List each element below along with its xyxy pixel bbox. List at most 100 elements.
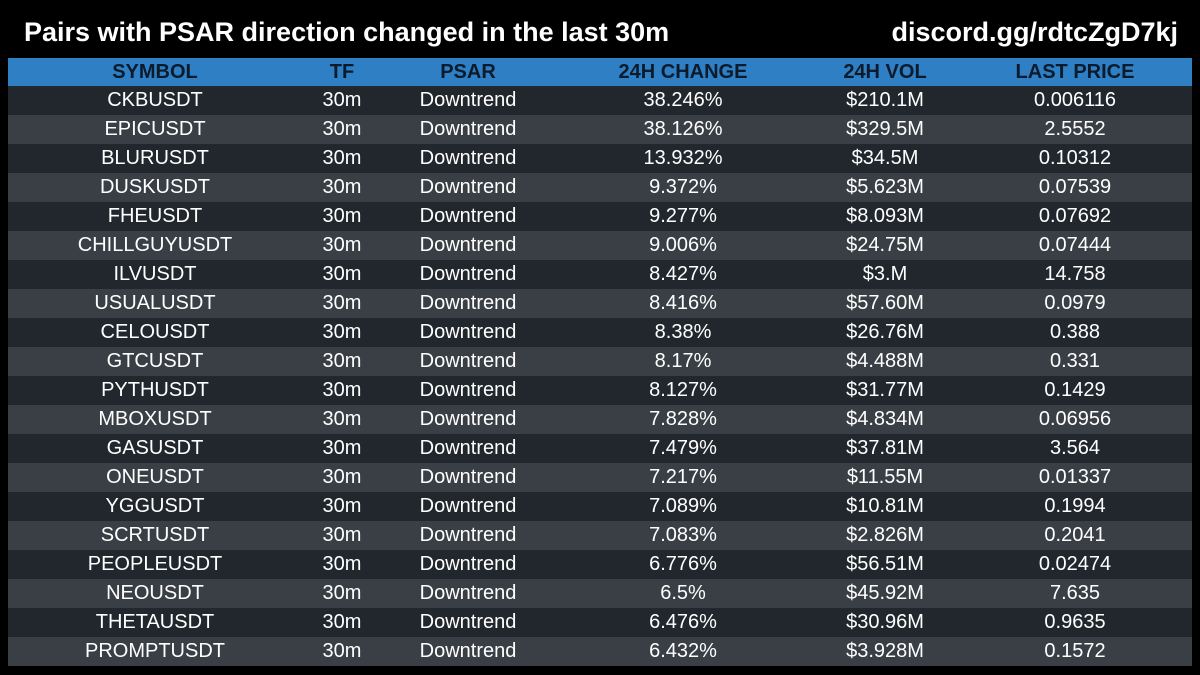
table-row: DUSKUSDT 30m Downtrend 9.372% $5.623M 0.07539	[8, 173, 1192, 202]
psar-cell: Downtrend	[419, 147, 517, 169]
price-cell: 0.9635	[1044, 611, 1106, 633]
symbol-cell: GASUSDT	[106, 437, 204, 459]
tf-cell: 30m	[322, 437, 362, 459]
change-cell: 8.127%	[649, 379, 717, 401]
change-cell: 8.17%	[654, 350, 712, 372]
change-cell: 7.083%	[649, 524, 717, 546]
page-header: Pairs with PSAR direction changed in the…	[0, 0, 1200, 58]
psar-cell: Downtrend	[419, 553, 517, 575]
table-row: ONEUSDT 30m Downtrend 7.217% $11.55M 0.01337	[8, 463, 1192, 492]
volume-cell: $24.75M	[846, 234, 924, 256]
table-row: CKBUSDT 30m Downtrend 38.246% $210.1M 0.00611…	[8, 86, 1192, 115]
price-cell: 0.01337	[1038, 466, 1112, 488]
table-row: EPICUSDT 30m Downtrend 38.126% $329.5M 2.5552	[8, 115, 1192, 144]
column-header-psar: PSAR	[440, 60, 496, 83]
table-row: ILVUSDT 30m Downtrend 8.427% $3.M 14.758	[8, 260, 1192, 289]
psar-cell: Downtrend	[419, 263, 517, 285]
column-header-last-price: LAST PRICE	[1015, 60, 1135, 83]
change-cell: 8.38%	[654, 321, 712, 343]
change-cell: 7.479%	[649, 437, 717, 459]
column-header-24h-change: 24H CHANGE	[618, 60, 748, 83]
tf-cell: 30m	[322, 205, 362, 227]
symbol-cell: ONEUSDT	[106, 466, 204, 488]
change-cell: 8.416%	[649, 292, 717, 314]
symbol-cell: GTCUSDT	[106, 350, 204, 372]
price-cell: 14.758	[1044, 263, 1106, 285]
change-cell: 38.126%	[643, 118, 723, 140]
price-cell: 0.07539	[1038, 176, 1112, 198]
price-cell: 0.06956	[1038, 408, 1112, 430]
tf-cell: 30m	[322, 640, 362, 662]
volume-cell: $11.55M	[846, 466, 924, 488]
volume-cell: $34.5M	[851, 147, 919, 169]
volume-cell: $4.488M	[846, 350, 924, 372]
psar-cell: Downtrend	[419, 205, 517, 227]
table-row: PYTHUSDT 30m Downtrend 8.127% $31.77M 0.1429	[8, 376, 1192, 405]
symbol-cell: USUALUSDT	[94, 292, 216, 314]
column-header-tf: TF	[329, 60, 355, 83]
price-cell: 0.2041	[1044, 524, 1106, 546]
discord-link[interactable]: discord.gg/rdtcZgD7kj	[891, 17, 1178, 47]
volume-cell: $4.834M	[846, 408, 924, 430]
change-cell: 6.776%	[649, 553, 717, 575]
symbol-cell: CKBUSDT	[107, 89, 203, 111]
change-cell: 8.427%	[649, 263, 717, 285]
tf-cell: 30m	[322, 379, 362, 401]
tf-cell: 30m	[322, 321, 362, 343]
symbol-cell: FHEUSDT	[107, 205, 203, 227]
symbol-cell: PEOPLEUSDT	[87, 553, 223, 575]
volume-cell: $56.51M	[846, 553, 924, 575]
volume-cell: $5.623M	[846, 176, 924, 198]
header-row: SYMBOL TF PSAR 24H CHANGE 24H VOL LAST P…	[8, 58, 1192, 86]
price-cell: 0.1994	[1044, 495, 1106, 517]
volume-cell: $3.928M	[846, 640, 924, 662]
volume-cell: $26.76M	[846, 321, 924, 343]
table-container: SYMBOL TF PSAR 24H CHANGE 24H VOL LAST P…	[8, 58, 1192, 666]
table-row: GASUSDT 30m Downtrend 7.479% $37.81M 3.564	[8, 434, 1192, 463]
tf-cell: 30m	[322, 524, 362, 546]
tf-cell: 30m	[322, 466, 362, 488]
psar-cell: Downtrend	[419, 524, 517, 546]
symbol-cell: EPICUSDT	[104, 118, 206, 140]
psar-cell: Downtrend	[419, 640, 517, 662]
price-cell: 0.10312	[1038, 147, 1112, 169]
tf-cell: 30m	[322, 176, 362, 198]
volume-cell: $329.5M	[846, 118, 924, 140]
psar-cell: Downtrend	[419, 611, 517, 633]
symbol-cell: BLURUSDT	[101, 147, 209, 169]
psar-cell: Downtrend	[419, 292, 517, 314]
change-cell: 38.246%	[643, 89, 723, 111]
volume-cell: $57.60M	[846, 292, 924, 314]
psar-cell: Downtrend	[419, 495, 517, 517]
price-cell: 0.1572	[1044, 640, 1106, 662]
psar-cell: Downtrend	[419, 350, 517, 372]
volume-cell: $8.093M	[846, 205, 924, 227]
symbol-cell: MBOXUSDT	[98, 408, 212, 430]
table-row: GTCUSDT 30m Downtrend 8.17% $4.488M 0.331	[8, 347, 1192, 376]
price-cell: 3.564	[1049, 437, 1101, 459]
symbol-cell: THETAUSDT	[95, 611, 215, 633]
volume-cell: $10.81M	[846, 495, 924, 517]
volume-cell: $45.92M	[846, 582, 924, 604]
table-row: FHEUSDT 30m Downtrend 9.277% $8.093M 0.07692	[8, 202, 1192, 231]
psar-cell: Downtrend	[419, 437, 517, 459]
psar-cell: Downtrend	[419, 582, 517, 604]
table-row: PEOPLEUSDT 30m Downtrend 6.776% $56.51M 0.024…	[8, 550, 1192, 579]
table-row: YGGUSDT 30m Downtrend 7.089% $10.81M 0.1994	[8, 492, 1192, 521]
tf-cell: 30m	[322, 495, 362, 517]
price-cell: 0.07692	[1038, 205, 1112, 227]
tf-cell: 30m	[322, 263, 362, 285]
table-row: THETAUSDT 30m Downtrend 6.476% $30.96M 0.9635	[8, 608, 1192, 637]
column-header-symbol: SYMBOL	[112, 60, 198, 83]
price-cell: 0.331	[1049, 350, 1101, 372]
price-cell: 0.07444	[1038, 234, 1112, 256]
psar-cell: Downtrend	[419, 321, 517, 343]
table-row: NEOUSDT 30m Downtrend 6.5% $45.92M 7.635	[8, 579, 1192, 608]
symbol-cell: ILVUSDT	[113, 263, 197, 285]
price-cell: 2.5552	[1044, 118, 1106, 140]
table-row: SCRTUSDT 30m Downtrend 7.083% $2.826M 0.2041	[8, 521, 1192, 550]
column-header-24h-vol: 24H VOL	[843, 60, 927, 83]
change-cell: 6.476%	[649, 611, 717, 633]
change-cell: 7.828%	[649, 408, 717, 430]
price-cell: 7.635	[1049, 582, 1101, 604]
